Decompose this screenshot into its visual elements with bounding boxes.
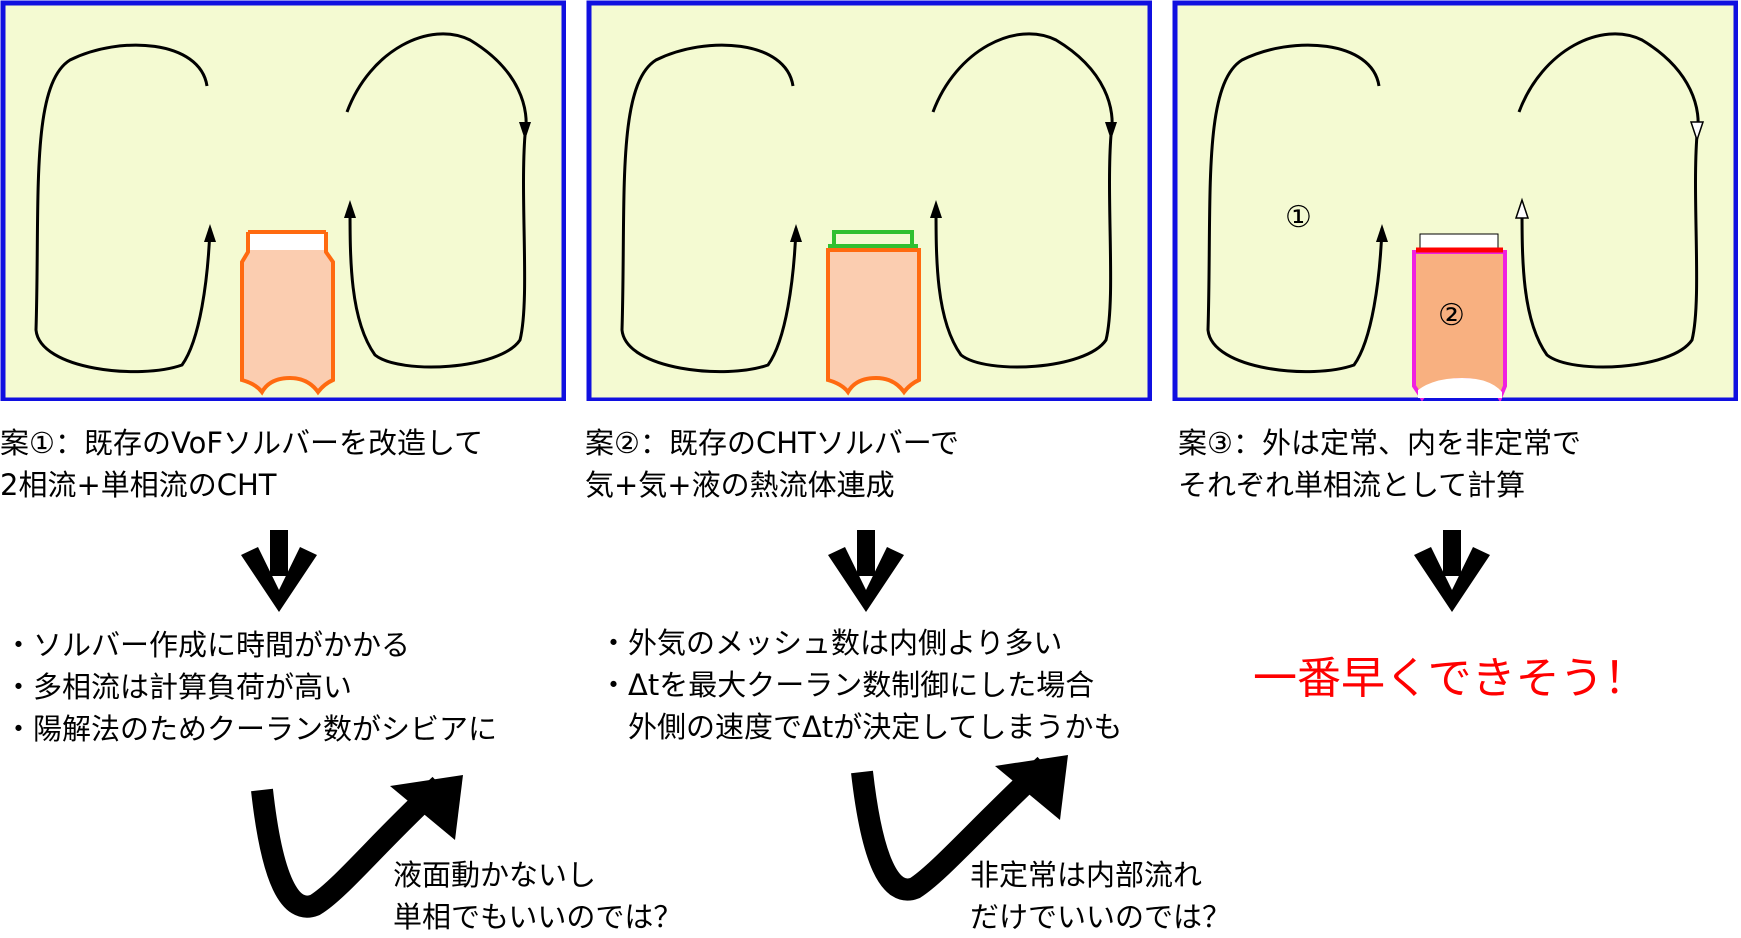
region-label-inner: ② xyxy=(1438,298,1465,333)
caption-plan-3-line2: それぞれ単相流として計算 xyxy=(1178,468,1526,502)
bullets-plan-1: ・ソルバー作成に時間がかかる ・多相流は計算負荷が高い ・陽解法のためクーラン数… xyxy=(4,624,497,750)
caption-plan-1-line1: 案①：既存のVoFソルバーを改造して xyxy=(0,426,484,460)
caption-plan-2: 案②：既存のCHTソルバーで 気+気+液の熱流体連成 xyxy=(585,422,959,506)
caption-plan-3-line1: 案③：外は定常、内を非定常で xyxy=(1178,426,1581,460)
region-label-outer: ① xyxy=(1285,200,1312,235)
panel-1 xyxy=(0,0,566,401)
comment-plan-2-line2: だけでいいのでは？ xyxy=(970,900,1232,934)
comment-plan-1: 液面動かないし 単相でもいいのでは？ xyxy=(393,854,682,938)
caption-plan-1: 案①：既存のVoFソルバーを改造して 2相流+単相流のCHT xyxy=(0,422,483,506)
bullet-plan-1-item-3: ・陽解法のためクーラン数がシビアに xyxy=(4,712,498,746)
bullets-plan-2: ・外気のメッシュ数は内側より多い ・Δtを最大クーラン数制御にした場合 外側の速… xyxy=(599,622,1122,748)
curved-arrow-2 xyxy=(851,755,1068,901)
bullet-plan-2-item-3: 外側の速度でΔtが決定してしまうかも xyxy=(599,710,1123,744)
bullet-plan-2-item-2: ・Δtを最大クーラン数制御にした場合 xyxy=(599,668,1095,702)
bullet-plan-1-item-1: ・ソルバー作成に時間がかかる xyxy=(4,628,411,662)
panel-3-diagram xyxy=(1172,0,1738,401)
panel-2 xyxy=(586,0,1152,401)
panel-3: ① ② xyxy=(1172,0,1738,401)
conclusion-text: 一番早くできそう！ xyxy=(1253,653,1648,704)
caption-plan-1-line2: 2相流+単相流のCHT xyxy=(0,468,277,502)
bullet-plan-1-item-2: ・多相流は計算負荷が高い xyxy=(4,670,353,704)
caption-plan-2-line1: 案②：既存のCHTソルバーで xyxy=(585,426,960,460)
down-arrow-1 xyxy=(241,530,317,612)
curved-arrow-1 xyxy=(251,775,463,918)
panel-1-diagram xyxy=(0,0,566,401)
comment-plan-1-line2: 単相でもいいのでは？ xyxy=(393,900,683,934)
down-arrow-3 xyxy=(1414,530,1490,612)
panel-2-diagram xyxy=(586,0,1152,401)
comment-plan-1-line1: 液面動かないし xyxy=(393,858,597,892)
comment-plan-2-line1: 非定常は内部流れ xyxy=(970,858,1203,892)
bullet-plan-2-item-1: ・外気のメッシュ数は内側より多い xyxy=(599,626,1063,660)
comment-plan-2: 非定常は内部流れ だけでいいのでは？ xyxy=(970,854,1231,938)
caption-plan-2-line2: 気+気+液の熱流体連成 xyxy=(585,468,895,502)
down-arrow-2 xyxy=(828,530,904,612)
caption-plan-3: 案③：外は定常、内を非定常で それぞれ単相流として計算 xyxy=(1178,422,1581,506)
